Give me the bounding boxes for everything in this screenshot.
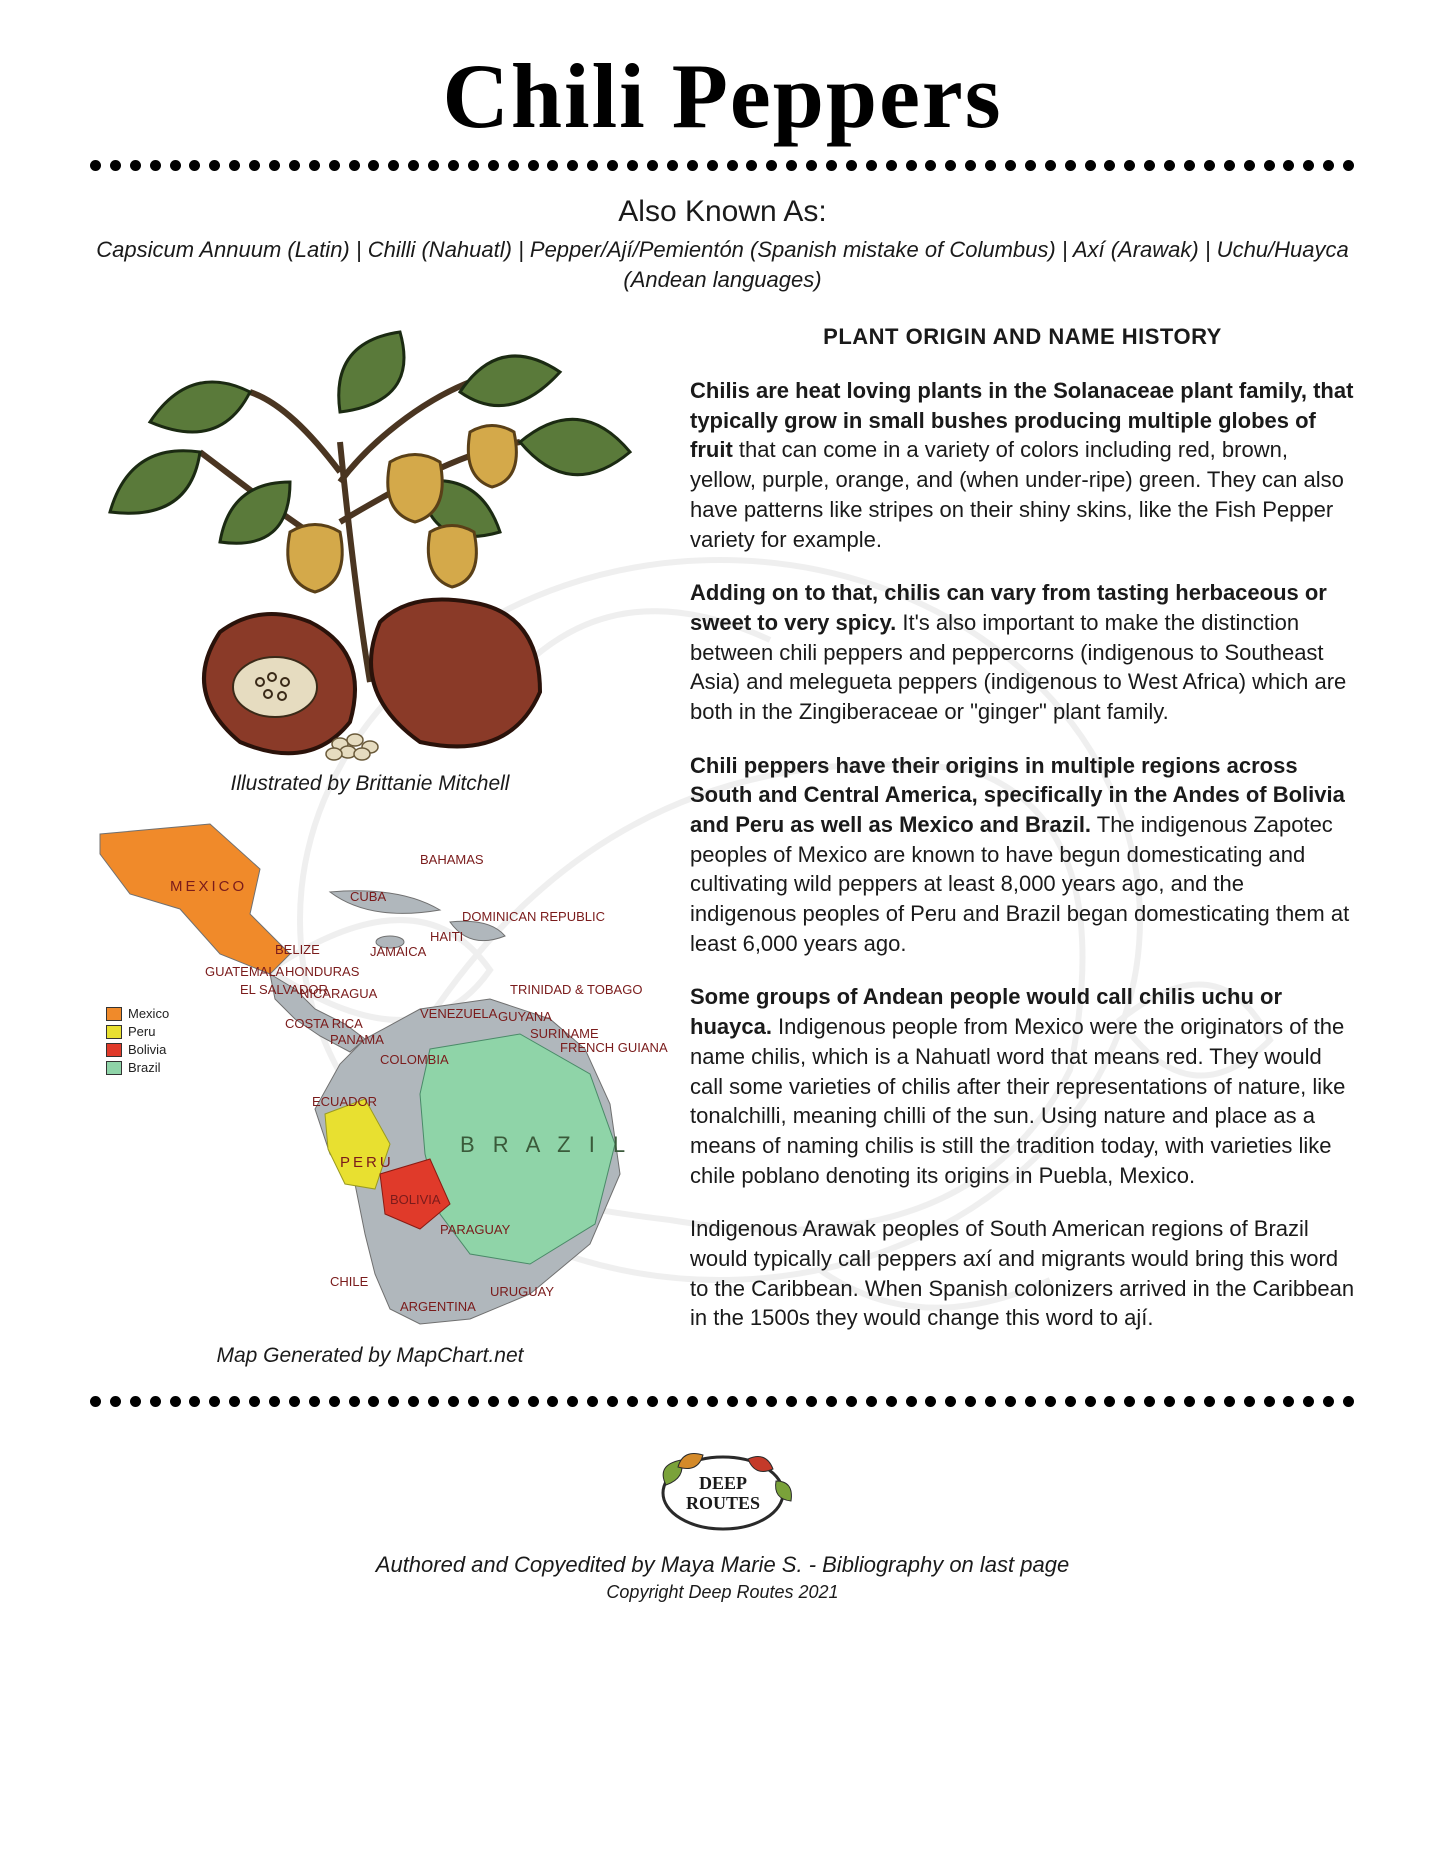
map-label: PARAGUAY — [440, 1222, 510, 1237]
map-label: SURINAME — [530, 1026, 599, 1041]
copyright-line: Copyright Deep Routes 2021 — [90, 1582, 1355, 1603]
map-label: HONDURAS — [285, 964, 359, 979]
svg-text:ROUTES: ROUTES — [685, 1493, 759, 1513]
legend-item: Peru — [106, 1024, 169, 1039]
map-label: BAHAMAS — [420, 852, 484, 867]
map-legend: Mexico Peru Bolivia Brazil — [106, 1006, 169, 1078]
svg-text:DEEP: DEEP — [698, 1473, 746, 1493]
map-label: VENEZUELA — [420, 1006, 497, 1021]
divider-dots-bottom — [90, 1396, 1355, 1407]
divider-dots-top — [90, 160, 1355, 171]
map-label: FRENCH GUIANA — [560, 1040, 668, 1055]
map-label: BOLIVIA — [390, 1192, 441, 1207]
page-title: Chili Peppers — [90, 50, 1355, 142]
body-paragraph: Adding on to that, chilis can vary from … — [690, 578, 1355, 726]
map-label: PANAMA — [330, 1032, 384, 1047]
aka-heading: Also Known As: — [90, 195, 1355, 229]
map-label: JAMAICA — [370, 944, 426, 959]
body-paragraph: Some groups of Andean people would call … — [690, 982, 1355, 1190]
map-label: PERU — [340, 1154, 394, 1171]
legend-item: Brazil — [106, 1060, 169, 1075]
map-label: MEXICO — [170, 878, 247, 895]
map-label: URUGUAY — [490, 1284, 554, 1299]
aka-names: Capsicum Annuum (Latin) | Chilli (Nahuat… — [90, 235, 1355, 294]
map-label: TRINIDAD & TOBAGO — [510, 982, 642, 997]
legend-item: Mexico — [106, 1006, 169, 1021]
map-label: DOMINICAN REPUBLIC — [462, 909, 605, 924]
origin-map: Mexico Peru Bolivia Brazil MEXICO CUBA BAHAMA… — [90, 814, 650, 1334]
legend-item: Bolivia — [106, 1042, 169, 1057]
section-heading: PLANT ORIGIN AND NAME HISTORY — [690, 322, 1355, 352]
map-label: HAITI — [430, 929, 463, 944]
body-paragraph: Indigenous Arawak peoples of South Ameri… — [690, 1214, 1355, 1333]
deep-routes-logo: DEEP ROUTES — [648, 1445, 798, 1537]
map-label: COSTA RICA — [285, 1016, 363, 1031]
map-label: GUATEMALA — [205, 964, 284, 979]
plant-illustration — [90, 322, 650, 762]
illustration-caption: Illustrated by Brittanie Mitchell — [90, 772, 650, 796]
body-paragraph: Chilis are heat loving plants in the Sol… — [690, 376, 1355, 554]
map-caption: Map Generated by MapChart.net — [90, 1344, 650, 1368]
map-label: B R A Z I L — [460, 1132, 631, 1158]
map-label: BELIZE — [275, 942, 320, 957]
map-label: CUBA — [350, 889, 386, 904]
body-paragraph: Chili peppers have their origins in mult… — [690, 751, 1355, 959]
map-label: ARGENTINA — [400, 1299, 476, 1314]
map-label: GUYANA — [498, 1009, 552, 1024]
map-label: NICARAGUA — [300, 986, 377, 1001]
map-label: COLOMBIA — [380, 1052, 449, 1067]
map-label: ECUADOR — [312, 1094, 377, 1109]
map-label: CHILE — [330, 1274, 368, 1289]
author-line: Authored and Copyedited by Maya Marie S.… — [90, 1552, 1355, 1578]
